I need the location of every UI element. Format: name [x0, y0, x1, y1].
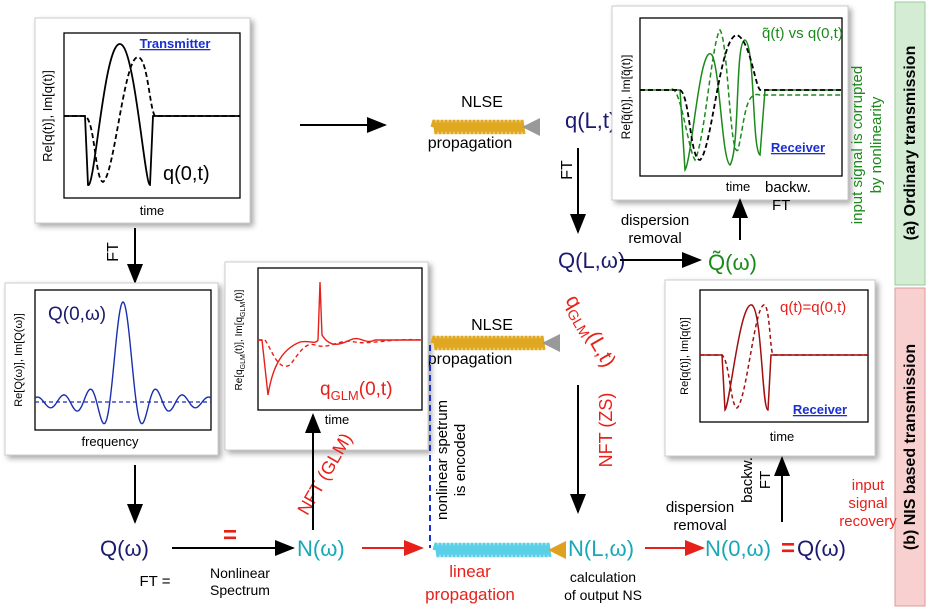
y-label: Re[q(t)], Im[q(t)]	[40, 70, 55, 162]
nlse-label: propagation	[428, 351, 513, 368]
note: removal	[673, 517, 726, 534]
section-label: (a) Ordinary transmission	[902, 46, 919, 241]
x-label: time	[325, 412, 350, 427]
signal-label: Q(ω)	[797, 536, 846, 561]
signal-label: N(ω)	[297, 536, 345, 561]
signal-label: Q̃(ω)	[708, 250, 757, 275]
note: Spectrum	[210, 582, 270, 598]
x-label: time	[140, 203, 165, 218]
equals: =	[223, 522, 237, 549]
signal-label: qGLM(L,t)	[558, 291, 620, 373]
note: is encoded	[452, 424, 469, 497]
x-label: time	[770, 429, 795, 444]
section-label: (b) NIS based transmission	[902, 344, 919, 550]
note: removal	[628, 230, 681, 247]
fiber-spring	[434, 541, 566, 559]
note: linear	[449, 562, 491, 581]
note: calculation	[570, 569, 636, 585]
process-label: NFT (ZS)	[596, 393, 616, 468]
y-label: Re[q(t)], Im[q(t)]	[679, 317, 691, 395]
note: dispersion	[621, 212, 689, 229]
note: nonlinear spetrum	[434, 400, 451, 520]
spring-coil	[432, 336, 544, 350]
x-label: frequency	[81, 434, 139, 449]
note: propagation	[425, 585, 515, 604]
note: FT	[772, 197, 790, 214]
fiber-spring	[432, 334, 560, 352]
note: input signal is corrupted	[849, 66, 866, 224]
signal-label: N(0,ω)	[705, 536, 771, 561]
signal-label: q(L,t)	[565, 108, 616, 133]
fiber-spring	[432, 118, 540, 136]
signal-label: N(L,ω)	[568, 536, 634, 561]
ft-label: FT	[559, 160, 576, 180]
note: FT =	[140, 573, 171, 590]
equals: =	[781, 535, 795, 562]
panel-title: Receiver	[771, 140, 825, 155]
x-label: time	[726, 179, 751, 194]
note: by nonlinearity	[868, 96, 885, 193]
legend: q̃(t) vs q(0,t)	[762, 25, 843, 42]
nlse-label: NLSE	[461, 94, 503, 111]
signal-label: Q(0,ω)	[48, 304, 106, 325]
note: backw.	[739, 457, 756, 503]
signal-label: Q(ω)	[100, 536, 149, 561]
signal-label: Q(L,ω)	[558, 248, 625, 273]
spring-coil	[432, 120, 524, 134]
note: signal	[848, 495, 887, 512]
note: Nonlinear	[210, 565, 270, 581]
y-label: Re[Q(ω)], Im[Q(ω)]	[13, 313, 25, 407]
note: of output NS	[564, 587, 642, 603]
ft-label: FT	[105, 242, 122, 262]
note: backw.	[765, 179, 811, 196]
legend: q(t)=q(0,t)	[780, 299, 846, 316]
nlse-label: propagation	[428, 135, 513, 152]
signal-label: q(0,t)	[163, 163, 210, 185]
y-label: Re[q̃(t)], Im[q̃(t)]	[619, 55, 633, 140]
note: input	[852, 477, 885, 494]
note: dispersion	[666, 499, 734, 516]
nlse-label: NLSE	[471, 317, 513, 334]
note: recovery	[839, 513, 897, 530]
spring-coil	[434, 543, 550, 557]
panel-title: Transmitter	[140, 36, 211, 51]
panel-title: Receiver	[793, 402, 847, 417]
diagram: (a) Ordinary transmission (b) NIS based …	[0, 0, 929, 608]
note: FT	[757, 471, 774, 489]
